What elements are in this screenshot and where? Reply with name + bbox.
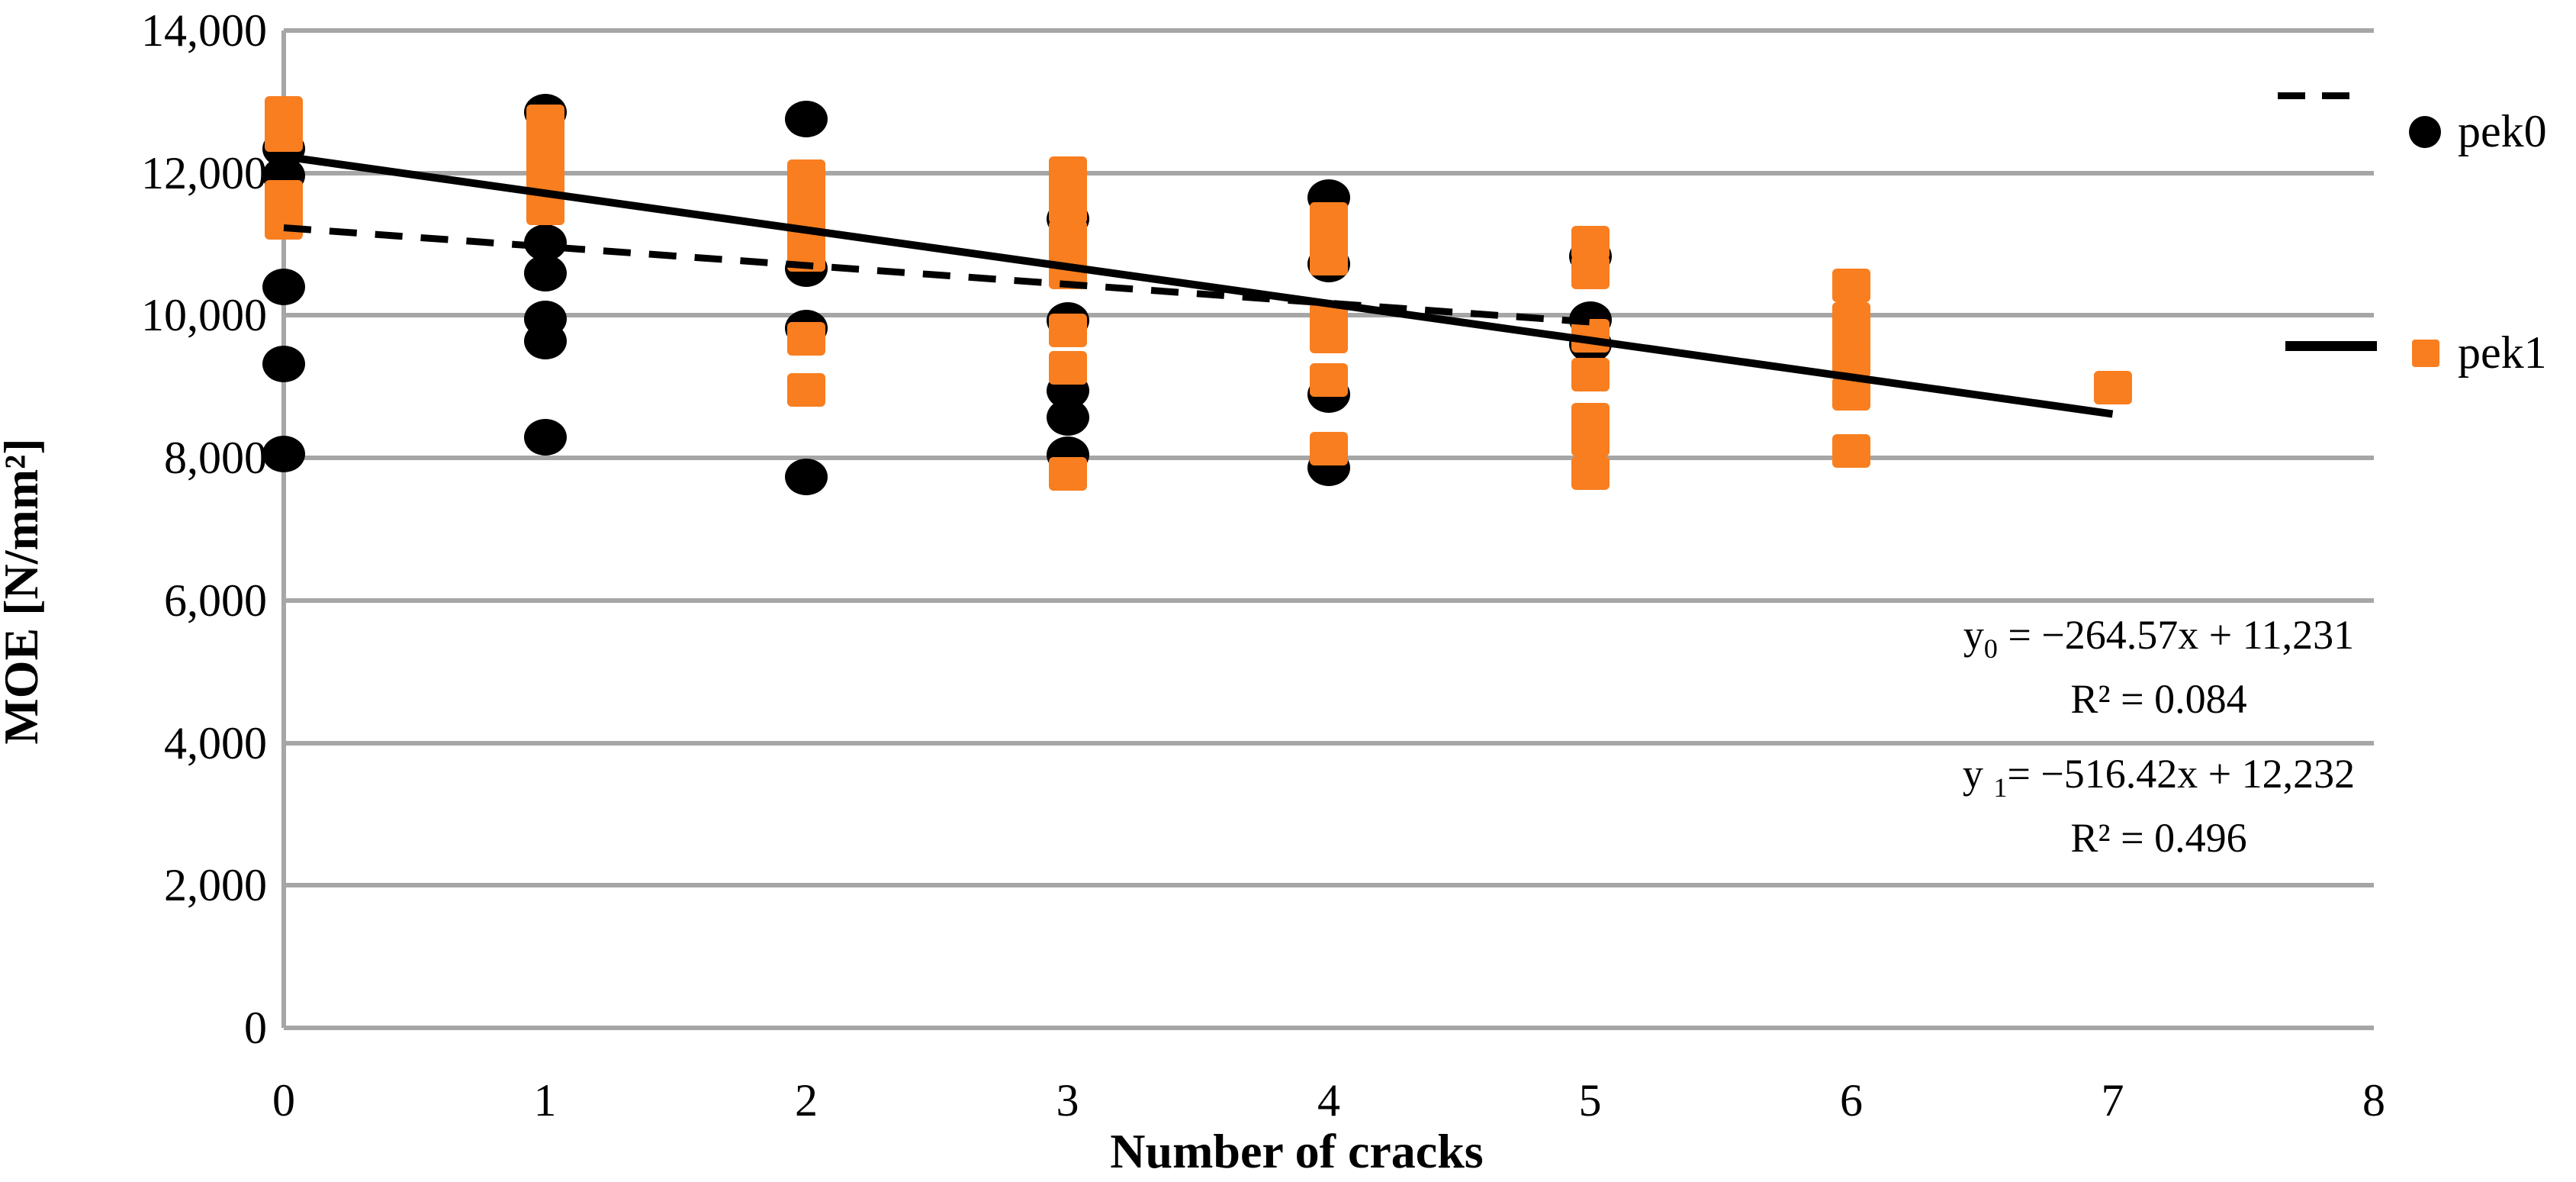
pek1-point (1571, 225, 1610, 259)
pek0-point (1046, 398, 1089, 436)
legend-label-pek1: pek1 (2458, 327, 2547, 378)
pek0-point (262, 435, 305, 472)
x-tick-label: 0 (272, 1075, 295, 1126)
x-tick-label: 3 (1056, 1075, 1079, 1126)
pek1-point (1048, 314, 1087, 348)
equation-pek0-r2: R² = 0.084 (2070, 676, 2247, 722)
pek0-point (262, 269, 305, 306)
pek1-point (1048, 350, 1087, 385)
legend-item-pek0: pek0 (2409, 105, 2547, 158)
equation-pek1-r2: R² = 0.496 (2070, 815, 2247, 861)
y-tick-label: 14,000 (141, 5, 267, 56)
pek1-point (1310, 320, 1348, 354)
gridline (284, 883, 2374, 888)
equation-pek1: y 1= −516.42x + 12,232 (1877, 749, 2441, 812)
equation-pek0: y0 = −264.57x + 11,231 (1877, 610, 2441, 673)
pek1-point (787, 322, 825, 356)
x-tick-label: 8 (2362, 1075, 2385, 1126)
pek0-trendline (283, 224, 1590, 326)
pek1-trendline (283, 153, 2114, 418)
gridline (284, 597, 2374, 603)
pek1-point (2093, 370, 2132, 404)
pek0-point (523, 419, 567, 456)
y-tick-label: 0 (244, 1003, 267, 1053)
y-tick-label: 6,000 (164, 575, 267, 626)
pek1-point (1310, 432, 1348, 465)
pek1-point (1048, 189, 1087, 224)
gridline (284, 28, 2374, 33)
y-tick-label: 8,000 (164, 433, 267, 484)
pek1-point (1571, 358, 1610, 392)
pek1-point (265, 118, 303, 153)
pek1-point (1310, 241, 1348, 275)
legend-item-pek1: pek1 (2412, 327, 2547, 379)
pek0-point (785, 459, 828, 496)
gridline (284, 170, 2374, 176)
equation-pek0-text: y0 = −264.57x + 11,231 (1963, 612, 2355, 664)
legend-label-pek0: pek0 (2458, 106, 2547, 156)
x-tick-label: 4 (1317, 1075, 1340, 1126)
x-tick-label: 7 (2101, 1075, 2124, 1126)
pek1-point (1571, 256, 1610, 290)
pek1-point (1048, 456, 1087, 491)
pek1-point (787, 373, 825, 407)
pek1-point (1832, 269, 1870, 303)
x-tick-label: 5 (1578, 1075, 1602, 1126)
y-tick-label: 10,000 (141, 290, 267, 341)
legend-dashed-trendline-swatch (2278, 92, 2365, 99)
gridline (284, 1026, 2374, 1030)
pek0-point (523, 323, 567, 360)
y-tick-label: 4,000 (164, 717, 267, 768)
x-tick-label: 1 (533, 1075, 557, 1126)
pek1-square-icon (2412, 339, 2439, 367)
pek1-point (1571, 422, 1610, 456)
pek0-circle-icon (2409, 115, 2441, 148)
pek1-point (1571, 456, 1610, 490)
pek0-point (262, 345, 305, 382)
y-tick-label: 2,000 (164, 860, 267, 911)
gridline (284, 740, 2374, 746)
pek1-point (1310, 363, 1348, 398)
pek0-point (523, 255, 567, 292)
pek0-point (785, 100, 828, 137)
x-tick-label: 6 (1840, 1075, 1863, 1126)
y-tick-label: 12,000 (141, 147, 267, 198)
x-tick-label: 2 (795, 1075, 818, 1126)
legend-solid-trendline-swatch (2285, 341, 2377, 351)
y-axis-line (281, 31, 286, 1028)
equation-pek1-text: y 1= −516.42x + 12,232 (1962, 751, 2356, 803)
pek1-point (265, 206, 303, 240)
pek1-point (1832, 433, 1870, 468)
x-axis-title: Number of cracks (1110, 1124, 1484, 1178)
